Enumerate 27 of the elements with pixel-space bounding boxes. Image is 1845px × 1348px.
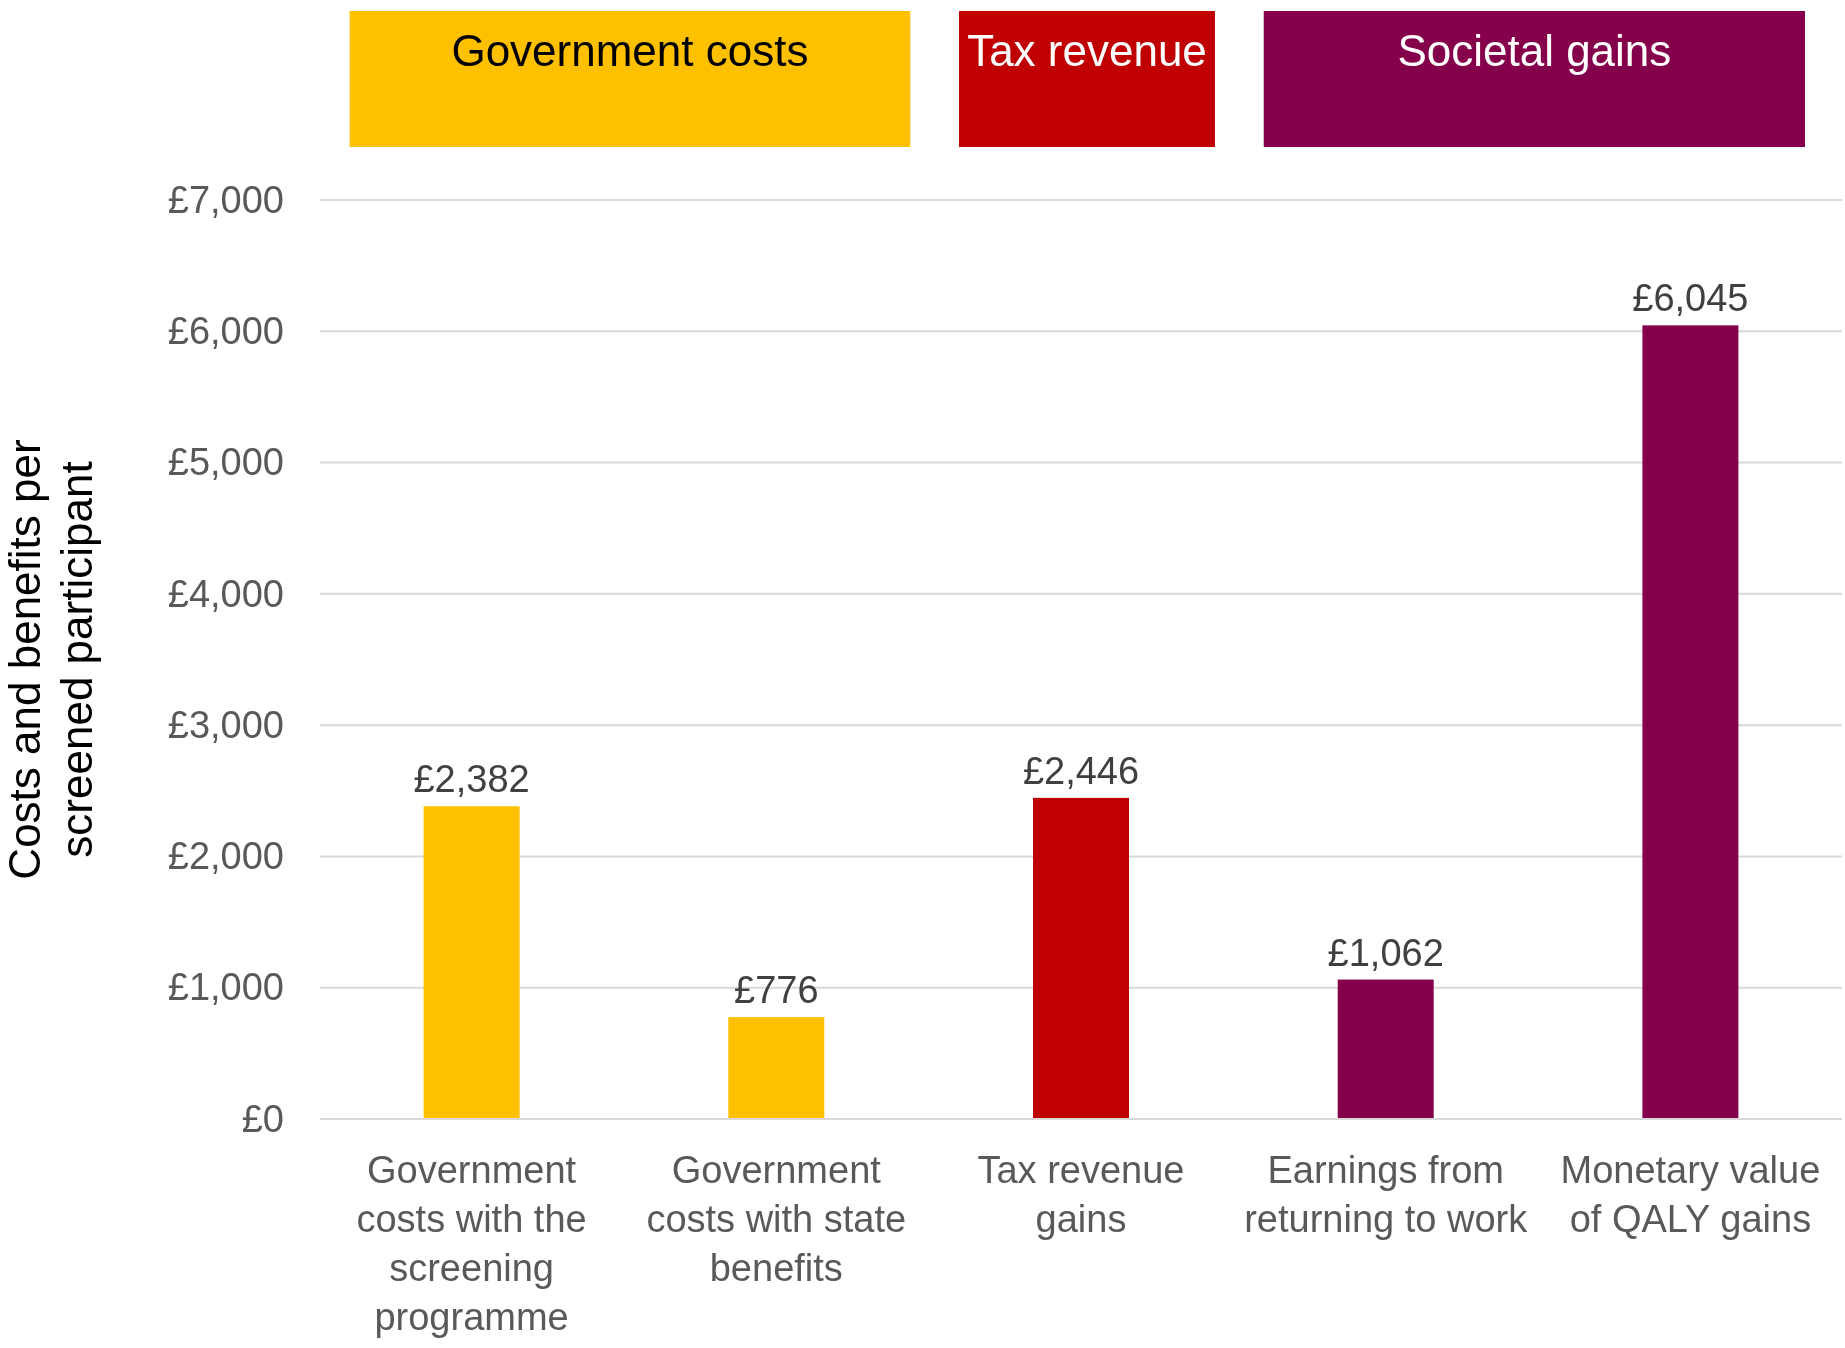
y-tick-label: £1,000	[167, 966, 284, 1009]
x-tick-label: Earnings from returning to work	[1244, 1149, 1529, 1240]
bar	[423, 806, 520, 1119]
text: £2,446	[1022, 749, 1140, 792]
text: £6,045	[1632, 277, 1749, 320]
bar	[1033, 797, 1129, 1119]
x-tick-label: Monetary value of QALY gains	[1560, 1149, 1821, 1240]
y-tick-label: £5,000	[167, 441, 284, 484]
text: Government costs	[451, 26, 809, 75]
bar	[1337, 979, 1434, 1119]
x-tick-label: Government costs with state benefits	[646, 1149, 907, 1289]
y-tick-label: £7,000	[167, 178, 284, 221]
y-tick-label: £0	[241, 1097, 284, 1140]
bar	[728, 1017, 825, 1119]
y-tick-label: £2,000	[167, 835, 284, 878]
text: £2,382	[413, 758, 530, 801]
text: £1,062	[1327, 931, 1444, 974]
text: Societal gains	[1397, 26, 1672, 75]
y-axis-title: Costs and benefits per screened participant	[0, 439, 101, 880]
text: Tax revenue	[967, 26, 1207, 75]
text: £776	[734, 969, 819, 1012]
x-tick-label: Government costs with the screening programme	[356, 1149, 587, 1338]
x-tick-label: Tax revenue gains	[977, 1149, 1185, 1240]
y-tick-label: £4,000	[167, 572, 284, 615]
y-tick-label: £6,000	[167, 309, 284, 352]
bar	[1642, 325, 1739, 1119]
y-tick-label: £3,000	[167, 703, 284, 746]
